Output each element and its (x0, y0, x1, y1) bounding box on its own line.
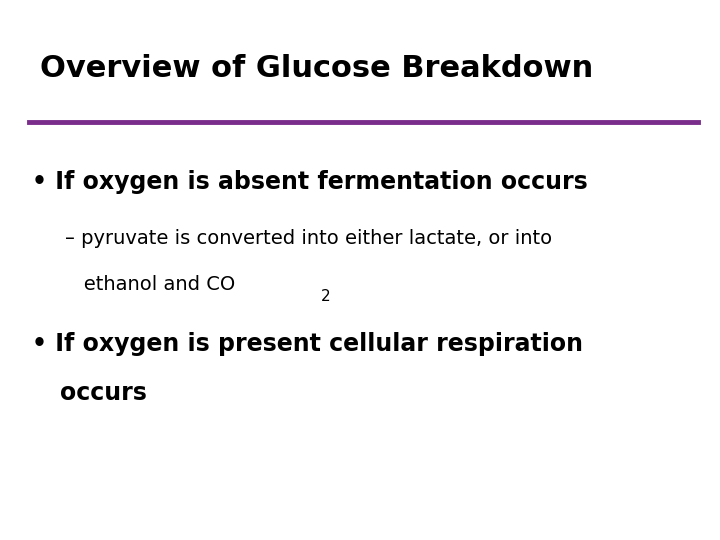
Text: 2: 2 (320, 289, 330, 304)
Text: – pyruvate is converted into either lactate, or into: – pyruvate is converted into either lact… (65, 230, 552, 248)
Text: occurs: occurs (60, 381, 147, 404)
Text: • If oxygen is absent fermentation occurs: • If oxygen is absent fermentation occur… (32, 170, 588, 194)
Text: • If oxygen is present cellular respiration: • If oxygen is present cellular respirat… (32, 332, 583, 356)
Text: Overview of Glucose Breakdown: Overview of Glucose Breakdown (40, 54, 593, 83)
Text: ethanol and CO: ethanol and CO (65, 275, 235, 294)
